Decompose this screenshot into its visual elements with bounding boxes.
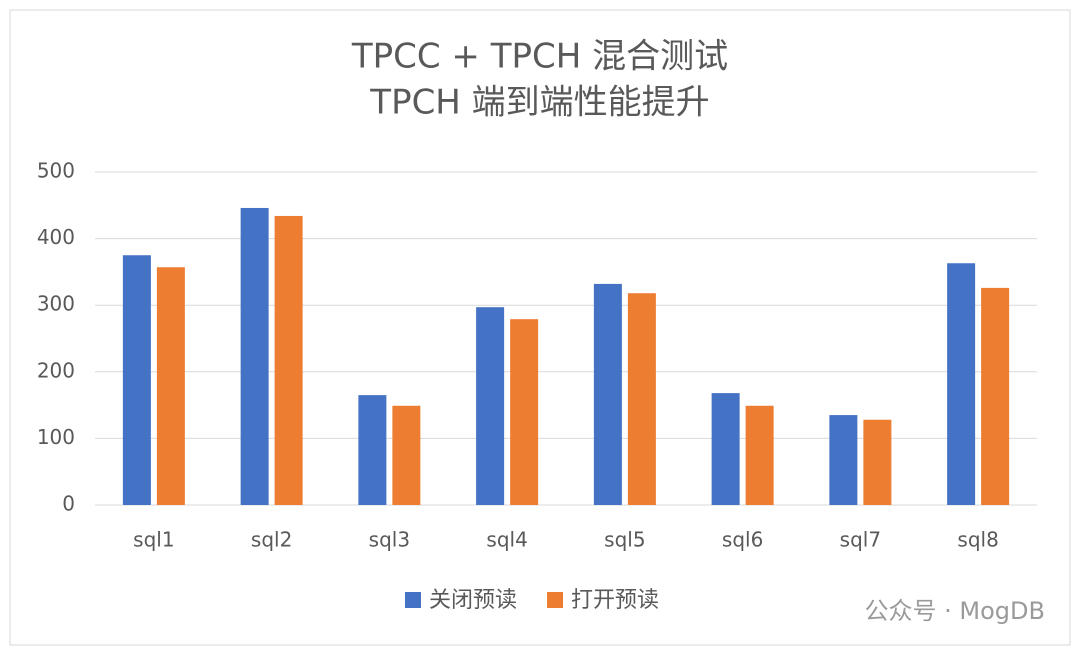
y-tick-label: 200 [37,358,75,382]
bar [510,319,539,505]
x-tick-label: sql7 [840,528,881,552]
x-tick-label: sql5 [604,528,645,552]
x-tick-label: sql6 [722,528,763,552]
x-tick-label: sql8 [957,528,998,552]
y-tick-label: 500 [37,159,75,183]
bar [358,395,387,505]
y-tick-label: 400 [37,225,75,249]
bar [392,405,421,505]
y-tick-label: 300 [37,292,75,316]
bar [829,415,858,505]
chart-title: TPCH 端到端性能提升 [369,83,709,123]
y-tick-label: 100 [37,425,75,449]
chart-frame [9,9,1071,646]
y-tick-label: 0 [62,492,75,516]
bar [863,419,892,505]
x-tick-label: sql1 [133,528,174,552]
legend-swatch [405,592,421,608]
x-tick-label: sql3 [369,528,410,552]
bar [711,393,740,505]
legend-swatch [547,592,564,608]
x-tick-label: sql2 [251,528,292,552]
bar [745,405,774,505]
legend-label: 关闭预读 [429,588,517,613]
bar [476,307,505,505]
bar [122,255,151,505]
bar [947,263,976,505]
x-tick-label: sql4 [486,528,527,552]
bar [627,293,656,505]
watermark: 公众号 · MogDB [865,597,1045,625]
bar [240,207,269,506]
bar [981,287,1010,505]
bar [593,283,622,505]
chart-title: TPCC + TPCH 混合测试 [351,37,728,77]
legend-label: 打开预读 [571,588,659,613]
bar [274,215,303,505]
bar [156,267,185,505]
